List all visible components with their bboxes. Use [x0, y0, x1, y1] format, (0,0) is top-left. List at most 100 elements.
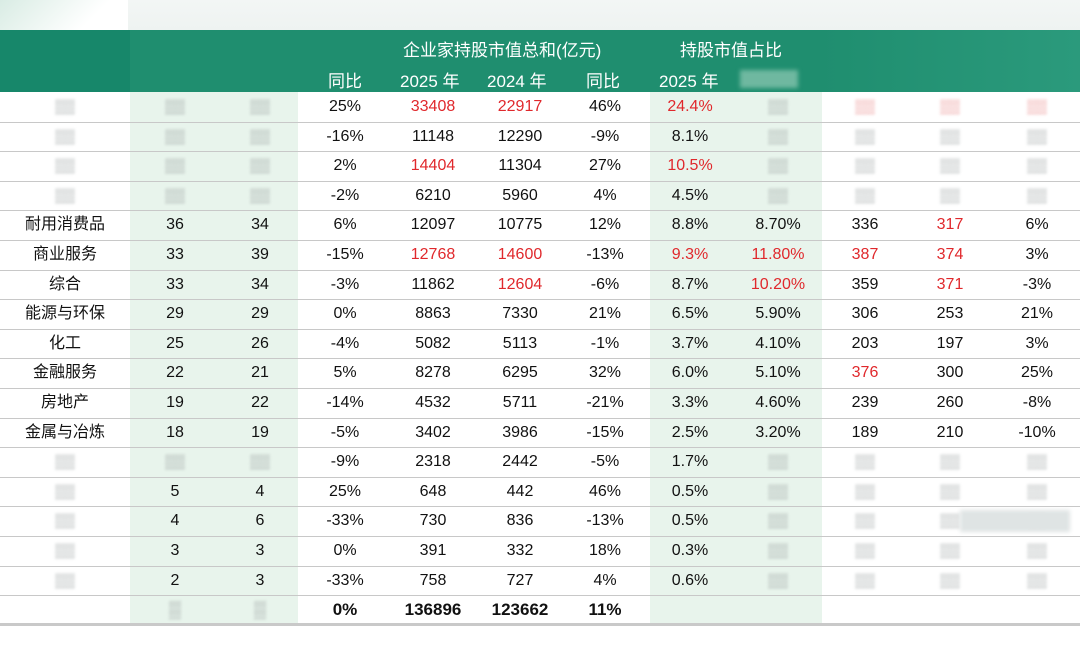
cell-c: 3% — [1025, 246, 1049, 263]
cell-v24: 836 — [506, 512, 534, 530]
cell-b: 371 — [936, 275, 964, 293]
total-v25: 136896 — [404, 600, 462, 620]
cell-blurred: ▒▒ — [768, 542, 788, 558]
cell-n24: 34 — [251, 216, 269, 234]
cell-yoy: -15% — [326, 246, 364, 263]
cell-name: 房地产 — [40, 394, 89, 411]
cell-c: -8% — [1022, 394, 1052, 411]
cell-blurred: ▒▒ — [165, 186, 185, 203]
cell-n24: 34 — [251, 275, 269, 293]
cell-yoy: -33% — [326, 571, 364, 589]
total-yoy: 0% — [332, 600, 358, 620]
cell-blurred: ▒▒ — [855, 98, 875, 114]
table-row: 能源与环保 29 29 0% 8863 7330 21% 6.5% 5.90% 306 253 21% — [0, 299, 1080, 330]
cell-s24: 10.20% — [750, 275, 806, 293]
cell-s25: 10.5% — [667, 157, 713, 175]
table-row: ▒▒ ▒▒ ▒▒ 25% 33408 22917 46% 24.4% ▒▒ ▒▒ ▒▒ ▒▒ — [0, 92, 1080, 123]
cell-n25: 4 — [170, 512, 180, 530]
cell-s25: 8.8% — [671, 216, 709, 234]
cell-vyoy: 21% — [588, 305, 622, 323]
cell-s25: 0.6% — [671, 571, 709, 589]
cell-yoy: -4% — [330, 334, 360, 352]
header-col-2025-value: 2025 年 — [400, 72, 460, 91]
cell-n25: 19 — [166, 394, 184, 411]
cell-n24: 29 — [251, 305, 269, 323]
cell-b: 260 — [936, 394, 964, 411]
cell-name: 综合 — [48, 275, 81, 293]
cell-blurred: ▒▒ — [940, 186, 960, 203]
cell-s25: 0.3% — [671, 542, 709, 559]
cell-name: 能源与环保 — [24, 305, 105, 323]
cell-blurred: ▒▒ — [768, 453, 788, 470]
cell-b: 210 — [936, 423, 964, 441]
cell-blurred: ▒▒ — [855, 186, 875, 203]
cell-v24: 7330 — [502, 305, 538, 323]
cell-n24: 22 — [251, 394, 269, 411]
cell-s25: 3.7% — [671, 334, 709, 352]
cell-yoy: 25% — [328, 98, 362, 115]
green-column-share — [650, 92, 822, 623]
cell-yoy: -14% — [326, 394, 364, 411]
cell-b: 300 — [936, 364, 964, 382]
cell-v24: 12604 — [497, 275, 543, 293]
table-row: 综合 33 34 -3% 11862 12604 -6% 8.7% 10.20% 359 371 -3… — [0, 270, 1080, 301]
cell-v25: 14404 — [410, 157, 456, 175]
cell-s24: 4.10% — [755, 334, 801, 352]
cell-c: 25% — [1020, 364, 1054, 382]
cell-name: 耐用消费品 — [24, 216, 105, 234]
cell-blurred: ▒▒ — [165, 157, 185, 174]
cell-n25: 25 — [166, 334, 184, 352]
top-strip — [0, 0, 1080, 30]
bottom-rule — [0, 623, 1080, 626]
cell-vyoy: -1% — [590, 334, 620, 352]
cell-vyoy: 27% — [588, 157, 622, 175]
cell-yoy: -3% — [330, 275, 360, 293]
cell-yoy: -5% — [330, 423, 360, 441]
cell-blurred: ▒▒ — [940, 512, 960, 529]
cell-n25: 18 — [166, 423, 184, 441]
cell-c: 6% — [1025, 216, 1049, 234]
table-row: ▒▒ ▒▒ ▒▒ -2% 6210 5960 4% 4.5% ▒▒ ▒▒ ▒▒ ▒▒ — [0, 181, 1080, 212]
cell-blurred: ▒▒ — [855, 453, 875, 470]
cell-n25: 33 — [166, 246, 184, 263]
table-row: ▒▒ 5 4 25% 648 442 46% 0.5% ▒▒ ▒▒ ▒▒ ▒▒ — [0, 477, 1080, 508]
total-row: 0% 136896 123662 11% ▒ ▒ — [0, 595, 1080, 625]
cell-n24: 26 — [251, 334, 269, 352]
table-row: 房地产 19 22 -14% 4532 5711 -21% 3.3% 4.60% 239 260 -8… — [0, 388, 1080, 419]
cell-blurred: ▒▒ — [55, 542, 75, 558]
cell-v24: 2442 — [502, 453, 538, 471]
cell-blurred: ▒▒ — [940, 157, 960, 174]
cell-v24: 12290 — [497, 127, 543, 145]
cell-blurred: ▒▒ — [1027, 482, 1047, 499]
cell-c: -10% — [1018, 423, 1056, 441]
cell-n25: 29 — [166, 305, 184, 323]
cell-blurred: ▒▒ — [165, 453, 185, 470]
cell-s24: 3.20% — [755, 423, 801, 441]
cell-a: 387 — [851, 246, 879, 263]
cell-blurred: ▒▒ — [1027, 186, 1047, 203]
cell-vyoy: 46% — [588, 98, 622, 115]
cell-blurred: ▒▒ — [55, 571, 75, 588]
cell-a: 376 — [851, 364, 879, 382]
cell-v25: 11862 — [411, 275, 455, 293]
cell-yoy: -33% — [326, 512, 364, 530]
cell-v25: 33408 — [410, 98, 456, 115]
cell-v24: 14600 — [497, 246, 543, 263]
cell-yoy: 5% — [333, 364, 357, 382]
cell-v25: 391 — [419, 542, 447, 559]
cell-s25: 8.7% — [671, 275, 709, 293]
header-right-fade — [820, 30, 1080, 92]
cell-v25: 758 — [419, 571, 447, 589]
cell-n25: 5 — [170, 482, 180, 500]
cell-s24: 4.60% — [755, 394, 801, 411]
cell-blurred: ▒▒ — [250, 157, 270, 174]
cell-n25: 2 — [170, 571, 180, 589]
header-left-band — [0, 30, 130, 92]
cell-v25: 8278 — [415, 364, 451, 382]
cell-vyoy: 12% — [588, 216, 622, 234]
cell-b: 197 — [936, 334, 964, 352]
cell-v24: 10775 — [497, 216, 543, 234]
cell-s25: 3.3% — [671, 394, 709, 411]
cell-v24: 727 — [506, 571, 534, 589]
cell-blurred: ▒▒ — [768, 186, 788, 203]
